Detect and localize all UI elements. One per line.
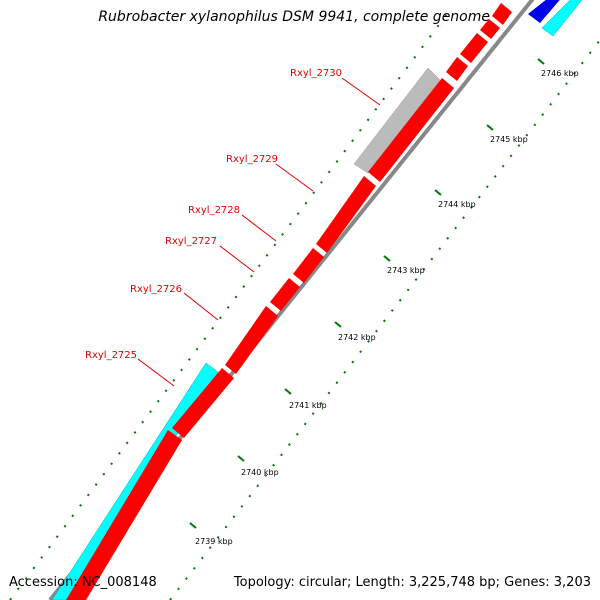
scale-label-2745: 2745 kbp <box>490 135 528 144</box>
scale-tick-2740 <box>237 455 245 462</box>
genome-title: Rubrobacter xylanophilus DSM 9941, compl… <box>98 9 490 25</box>
gene-red-lower[interactable] <box>66 430 182 600</box>
gene-rxyl-2727[interactable] <box>270 278 300 311</box>
gene-label-rxyl-2725[interactable]: Rxyl_2725 <box>85 350 137 361</box>
leader-rxyl-2727 <box>219 245 255 273</box>
leader-rxyl-2726 <box>183 292 219 321</box>
gene-red-upper-4[interactable] <box>480 19 500 39</box>
feature-grey-rxyl-2730[interactable] <box>353 67 441 174</box>
scale-tick-2744 <box>434 189 442 196</box>
scale-tick-2746 <box>537 58 545 65</box>
gene-red-upper-1[interactable] <box>368 78 454 182</box>
accession-text: Accession: NC_008148 <box>9 575 157 590</box>
gene-label-rxyl-2729[interactable]: Rxyl_2729 <box>226 154 278 165</box>
scale-label-2740: 2740 kbp <box>241 468 279 477</box>
leader-rxyl-2729 <box>275 163 314 192</box>
gene-label-rxyl-2728[interactable]: Rxyl_2728 <box>188 205 240 216</box>
leader-rxyl-2728 <box>241 214 277 242</box>
gene-red-upper-2[interactable] <box>446 57 468 81</box>
feature-cyan-1[interactable] <box>51 362 219 600</box>
gene-rxyl-2726[interactable] <box>225 306 278 374</box>
scale-label-2742: 2742 kbp <box>338 333 376 342</box>
scale-label-2743: 2743 kbp <box>387 266 425 275</box>
gene-rxyl-2729[interactable] <box>316 176 376 253</box>
scale-label-2744: 2744 kbp <box>438 200 476 209</box>
scale-tick-2745 <box>486 124 494 131</box>
track-tick-line-right <box>169 39 600 600</box>
feature-blue-1[interactable] <box>528 0 564 23</box>
scale-tick-2741 <box>284 388 292 395</box>
feature-cyan-2[interactable] <box>541 0 590 37</box>
gene-rxyl-2728[interactable] <box>293 248 324 283</box>
track-tick-line-left <box>9 9 451 600</box>
gene-rxyl-2725[interactable] <box>172 368 234 438</box>
gene-label-rxyl-2726[interactable]: Rxyl_2726 <box>130 284 182 295</box>
scale-tick-2739 <box>189 522 197 529</box>
gene-red-upper-5[interactable] <box>492 3 512 25</box>
leader-rxyl-2725 <box>137 358 175 387</box>
scale-label-2739: 2739 kbp <box>195 537 233 546</box>
leader-rxyl-2730 <box>341 77 381 106</box>
scale-label-2741: 2741 kbp <box>289 401 327 410</box>
gene-label-rxyl-2730[interactable]: Rxyl_2730 <box>290 68 342 79</box>
genome-summary-text: Topology: circular; Length: 3,225,748 bp… <box>233 575 591 590</box>
scale-tick-2743 <box>383 255 391 262</box>
scale-tick-2742 <box>334 321 342 328</box>
gene-label-rxyl-2727[interactable]: Rxyl_2727 <box>165 236 217 247</box>
scale-label-2746: 2746 kbp <box>541 69 579 78</box>
gene-red-upper-3[interactable] <box>460 33 488 63</box>
